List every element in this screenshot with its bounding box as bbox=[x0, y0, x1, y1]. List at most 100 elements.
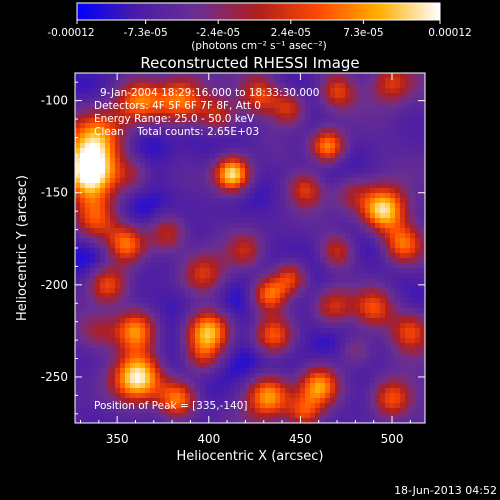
heatmap-cell bbox=[380, 98, 386, 104]
heatmap-cell bbox=[380, 398, 386, 404]
heatmap-cell bbox=[125, 393, 131, 399]
heatmap-cell bbox=[320, 393, 326, 399]
heatmap-cell bbox=[155, 163, 161, 169]
heatmap-cell bbox=[100, 143, 106, 149]
heatmap-cell bbox=[100, 338, 106, 344]
heatmap-cell bbox=[75, 323, 81, 329]
heatmap-cell bbox=[270, 78, 276, 84]
heatmap-cell bbox=[405, 88, 411, 94]
heatmap-cell bbox=[335, 333, 341, 339]
heatmap-cell bbox=[355, 278, 361, 284]
heatmap-cell bbox=[280, 383, 286, 389]
heatmap-cell bbox=[75, 283, 81, 289]
heatmap-cell bbox=[190, 203, 196, 209]
heatmap-cell bbox=[385, 133, 391, 139]
heatmap-cell bbox=[245, 143, 251, 149]
heatmap-cell bbox=[190, 323, 196, 329]
heatmap-cell bbox=[260, 233, 266, 239]
heatmap-cell bbox=[125, 358, 131, 364]
heatmap-cell bbox=[355, 143, 361, 149]
heatmap-cell bbox=[155, 278, 161, 284]
heatmap-cell bbox=[125, 123, 131, 129]
heatmap-cell bbox=[395, 308, 401, 314]
heatmap-cell bbox=[170, 373, 176, 379]
heatmap-cell bbox=[165, 163, 171, 169]
heatmap-cell bbox=[95, 193, 101, 199]
heatmap-cell bbox=[115, 313, 121, 319]
heatmap-cell bbox=[235, 258, 241, 264]
heatmap-cell bbox=[245, 78, 251, 84]
heatmap-cell bbox=[195, 168, 201, 174]
heatmap-cell bbox=[365, 148, 371, 154]
heatmap-cell bbox=[150, 383, 156, 389]
heatmap-cell bbox=[420, 228, 425, 234]
heatmap-cell bbox=[420, 388, 425, 394]
heatmap-cell bbox=[150, 348, 156, 354]
heatmap-cell bbox=[170, 168, 176, 174]
heatmap-cell bbox=[320, 198, 326, 204]
heatmap-cell bbox=[265, 208, 271, 214]
heatmap-cell bbox=[115, 178, 121, 184]
heatmap-cell bbox=[150, 388, 156, 394]
heatmap-cell bbox=[210, 73, 216, 79]
heatmap-cell bbox=[300, 98, 306, 104]
heatmap-cell bbox=[350, 233, 356, 239]
heatmap-cell bbox=[205, 253, 211, 259]
heatmap-cell bbox=[160, 178, 166, 184]
heatmap-cell bbox=[400, 173, 406, 179]
heatmap-cell bbox=[275, 93, 281, 99]
heatmap-cell bbox=[250, 188, 256, 194]
heatmap-cell bbox=[300, 253, 306, 259]
heatmap-cell bbox=[305, 318, 311, 324]
heatmap-cell bbox=[340, 323, 346, 329]
heatmap-cell bbox=[385, 143, 391, 149]
heatmap-cell bbox=[375, 278, 381, 284]
heatmap-cell bbox=[305, 103, 311, 109]
heatmap-cell bbox=[75, 258, 81, 264]
heatmap-cell bbox=[305, 123, 311, 129]
heatmap-cell bbox=[240, 128, 246, 134]
heatmap-cell bbox=[290, 168, 296, 174]
heatmap-cell bbox=[200, 143, 206, 149]
heatmap-cell bbox=[415, 253, 421, 259]
heatmap-cell bbox=[360, 388, 366, 394]
heatmap-cell bbox=[255, 253, 261, 259]
heatmap-cell bbox=[170, 148, 176, 154]
heatmap-cell bbox=[275, 173, 281, 179]
heatmap-cell bbox=[285, 168, 291, 174]
heatmap-cell bbox=[330, 278, 336, 284]
heatmap-cell bbox=[140, 258, 146, 264]
heatmap-cell bbox=[170, 123, 176, 129]
heatmap-cell bbox=[315, 278, 321, 284]
heatmap-cell bbox=[320, 163, 326, 169]
heatmap-cell bbox=[325, 273, 331, 279]
heatmap-cell bbox=[205, 403, 211, 409]
heatmap-cell bbox=[100, 413, 106, 419]
heatmap-cell bbox=[195, 398, 201, 404]
heatmap-cell bbox=[325, 223, 331, 229]
heatmap-cell bbox=[380, 368, 386, 374]
heatmap-cell bbox=[420, 233, 425, 239]
heatmap-cell bbox=[170, 98, 176, 104]
heatmap-cell bbox=[215, 308, 221, 314]
heatmap-cell bbox=[240, 368, 246, 374]
heatmap-cell bbox=[145, 328, 151, 334]
heatmap-cell bbox=[215, 363, 221, 369]
heatmap-cell bbox=[105, 83, 111, 89]
heatmap-cell bbox=[90, 183, 96, 189]
heatmap-cell bbox=[125, 148, 131, 154]
heatmap-cell bbox=[75, 73, 81, 79]
heatmap-cell bbox=[320, 153, 326, 159]
heatmap-cell bbox=[365, 183, 371, 189]
heatmap-cell bbox=[75, 188, 81, 194]
heatmap-cell bbox=[365, 338, 371, 344]
heatmap-cell bbox=[345, 258, 351, 264]
heatmap-cell bbox=[310, 373, 316, 379]
heatmap-cell bbox=[230, 338, 236, 344]
heatmap-cell bbox=[275, 158, 281, 164]
heatmap-cell bbox=[120, 218, 126, 224]
heatmap-cell bbox=[415, 278, 421, 284]
heatmap-cell bbox=[315, 273, 321, 279]
heatmap-cell bbox=[130, 203, 136, 209]
heatmap-cell bbox=[340, 338, 346, 344]
